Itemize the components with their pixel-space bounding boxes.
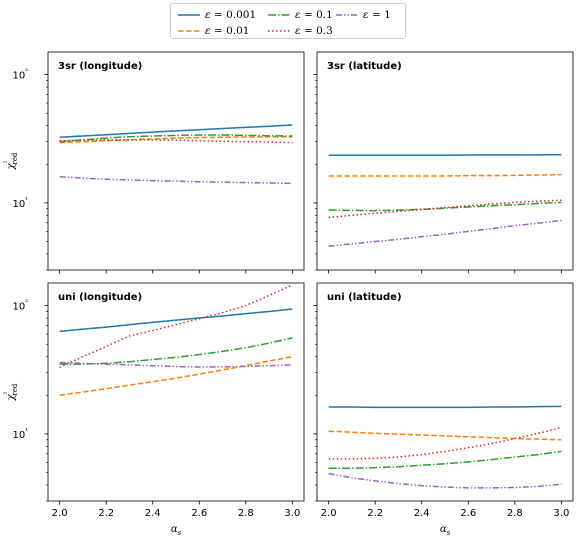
panel-4: 2.0 2.2 2.4 2.6 2.8 3.0 uni (latitude) αs [313,282,574,537]
series-group [328,405,562,489]
x-tick-label: 2.0 [52,508,68,519]
series-line-3 [328,201,562,212]
series-line-4 [328,426,562,460]
series-line-1 [59,124,293,138]
panel-title: 3sr (longitude) [58,61,142,72]
panel-title: 3sr (latitude) [327,61,402,72]
x-tick-label: 2.8 [238,508,254,519]
y-tick-label: 10² [12,299,28,313]
series-line-5 [328,219,562,247]
legend-label: ε = 1 [363,9,391,21]
series-line-1 [328,405,562,409]
panel-title: uni (longitude) [58,292,142,303]
series-line-1 [328,153,562,157]
series-line-4 [59,139,293,144]
series-line-2 [328,430,562,441]
x-tick-label: 2.0 [321,508,337,519]
legend-swatch [268,14,290,16]
panel-title: uni (latitude) [327,292,402,303]
series-line-1 [59,308,293,333]
series-line-3 [59,134,293,143]
chart-legend: ε = 0.001 ε = 0.01 ε = 0.1 ε = 0.3 ε = 1 [170,3,406,39]
legend-swatch [336,14,358,16]
x-tick-label: 2.6 [191,508,207,519]
x-tick-label: 2.4 [414,508,430,519]
x-tick-label: 2.2 [367,508,383,519]
panel-1: 10¹ 10² 3sr (longitude) χ²red [3,51,305,274]
panel-frame [316,51,574,271]
series-group [59,124,293,185]
x-tick-label: 3.0 [553,508,569,519]
panel-2: 3sr (latitude) [313,51,574,274]
x-tick-label: 2.8 [507,508,523,519]
x-tick-label: 2.4 [145,508,161,519]
panel-3: 10¹ 10² 2.0 2.2 2.4 2.6 2.8 3.0 uni (longitude) χ… [3,282,305,537]
legend-label: ε = 0.001 [205,9,257,21]
series-line-2 [328,173,562,177]
series-line-2 [59,355,293,397]
x-tick-label: 2.6 [460,508,476,519]
series-line-3 [328,450,562,469]
y-axis-label: χ²red [3,383,19,401]
panel-frame [316,282,574,502]
series-line-5 [59,175,293,185]
series-line-3 [59,337,293,365]
y-tick-label: 10¹ [12,196,28,210]
series-line-2 [59,135,293,144]
legend-swatch [178,30,200,32]
series-line-4 [328,199,562,219]
legend-label: ε = 0.01 [205,25,250,37]
series-line-4 [59,284,293,369]
y-tick-label: 10² [12,68,28,82]
x-axis-label: αs [440,524,451,537]
series-line-5 [328,472,562,489]
series-group [59,284,293,397]
legend-label: ε = 0.3 [295,25,333,37]
series-group [328,153,562,247]
x-tick-label: 3.0 [284,508,300,519]
series-line-5 [59,361,293,368]
y-tick-label: 10¹ [12,427,28,441]
legend-label: ε = 0.1 [295,9,333,21]
x-tick-label: 2.2 [98,508,114,519]
y-axis-label: χ²red [3,152,19,170]
x-axis-label: αs [171,524,182,537]
legend-swatch [178,14,200,16]
panel-frame [47,282,305,502]
panel-frame [47,51,305,271]
